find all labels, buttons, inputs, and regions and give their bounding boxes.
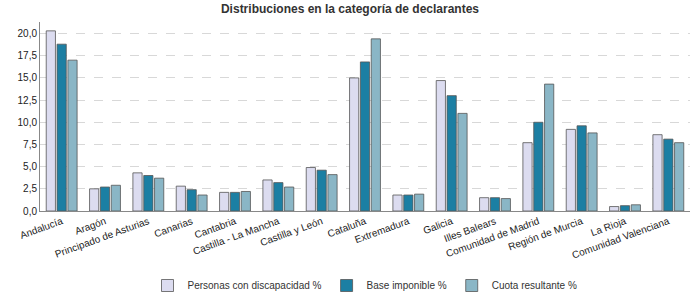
svg-text:Comunidad de Madrid: Comunidad de Madrid [445, 215, 541, 259]
svg-text:Castilla y León: Castilla y León [259, 215, 324, 248]
svg-text:Aragón: Aragón [73, 215, 107, 236]
svg-text:Distribuciones en la categoría: Distribuciones en la categoría de declar… [221, 2, 479, 16]
svg-text:15,0: 15,0 [18, 72, 38, 83]
svg-text:La Rioja: La Rioja [589, 215, 628, 238]
svg-text:7,5: 7,5 [23, 139, 37, 150]
svg-text:Cuota resultante %: Cuota resultante % [492, 280, 577, 291]
svg-text:20,0: 20,0 [18, 28, 38, 39]
svg-text:Cantabria: Cantabria [193, 215, 238, 240]
svg-text:12,5: 12,5 [18, 95, 38, 106]
svg-text:Canarias: Canarias [153, 215, 194, 239]
svg-text:Comunidad Valenciana: Comunidad Valenciana [570, 215, 671, 261]
svg-text:Cataluña: Cataluña [326, 215, 368, 239]
svg-text:17,5: 17,5 [18, 50, 38, 61]
svg-text:0,0: 0,0 [23, 206, 37, 217]
svg-text:Región de Murcia: Región de Murcia [507, 215, 585, 252]
svg-text:10,0: 10,0 [18, 117, 38, 128]
svg-text:2,5: 2,5 [23, 183, 37, 194]
svg-text:Principado de Asturias: Principado de Asturias [53, 215, 150, 259]
svg-text:Galicia: Galicia [422, 215, 455, 236]
svg-text:Castilla - La Mancha: Castilla - La Mancha [191, 215, 281, 257]
svg-text:Extremadura: Extremadura [353, 215, 411, 245]
svg-text:Personas con discapacidad %: Personas con discapacidad % [188, 280, 322, 291]
svg-text:Andalucía: Andalucía [19, 215, 65, 241]
svg-text:Illes Balears: Illes Balears [442, 215, 497, 244]
svg-text:Base imponible %: Base imponible % [367, 280, 447, 291]
svg-text:5,0: 5,0 [23, 161, 37, 172]
